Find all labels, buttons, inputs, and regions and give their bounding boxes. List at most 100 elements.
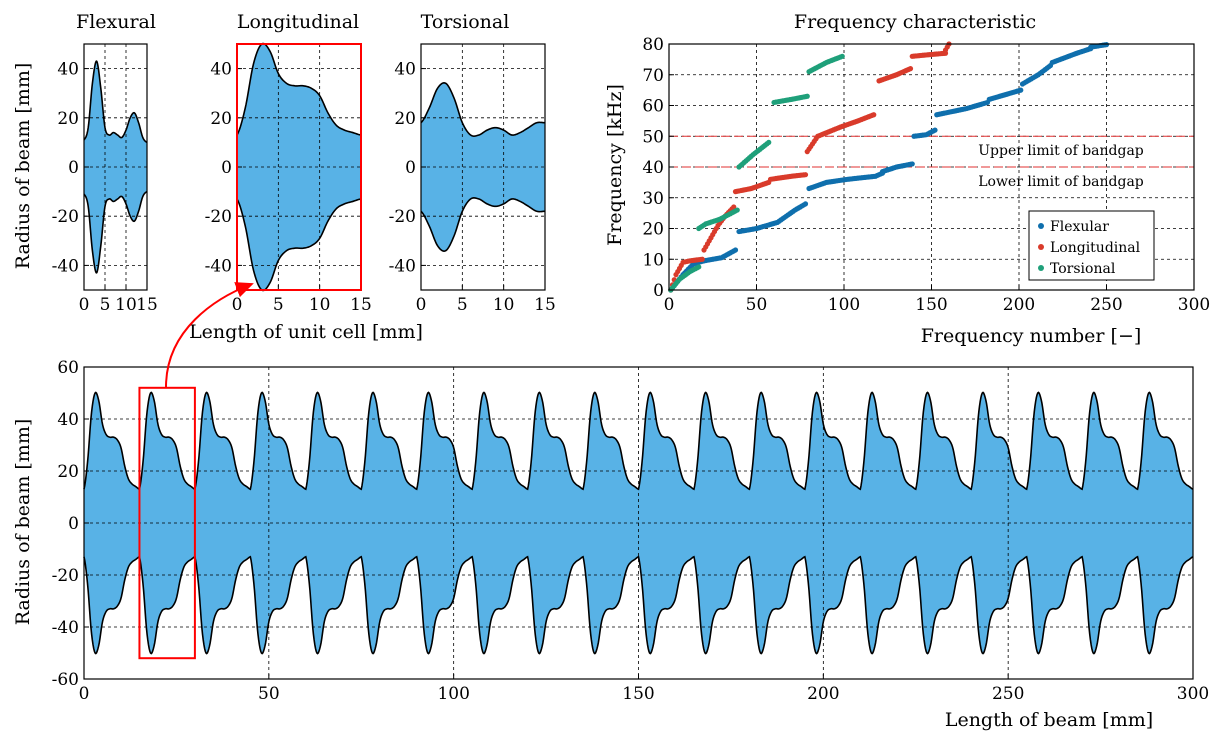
torsional-ytick-label-2: 0 — [405, 158, 416, 178]
beam-ytick-label-5: 40 — [57, 410, 79, 430]
point-longitudinal — [731, 204, 737, 210]
point-torsional — [734, 207, 740, 213]
torsional-frame — [420, 43, 546, 291]
point-flexular — [1103, 42, 1110, 48]
frequency-xtick-label-4: 200 — [1003, 295, 1035, 315]
callout-arrow — [165, 282, 254, 388]
series-flexular — [668, 42, 1110, 293]
torsional-ytick-label-3: 20 — [394, 109, 416, 129]
flexural-axes — [84, 44, 147, 290]
torsional-xtick-label-3: 15 — [534, 295, 556, 315]
flexural-xtick-label-0: 0 — [79, 295, 90, 315]
legend-label-longitudinal: Longitudinal — [1050, 240, 1141, 256]
legend-marker-longitudinal — [1038, 244, 1044, 250]
longitudinal-ytick-label-2: 0 — [221, 158, 232, 178]
point-flexular — [909, 161, 915, 167]
unit-cell-y-label: Radius of beam [mm] — [12, 63, 34, 270]
beam-xtick-label-6: 300 — [1177, 684, 1209, 704]
beam-y-label: Radius of beam [mm] — [12, 419, 34, 626]
flexural-ytick-label-3: 20 — [57, 109, 79, 129]
point-longitudinal — [907, 66, 914, 72]
longitudinal-ytick-label-3: 20 — [210, 109, 232, 129]
legend-marker-flexular — [1038, 223, 1044, 229]
torsional-ytick-label-4: 40 — [394, 60, 416, 80]
beam-ytick-label-0: -60 — [52, 670, 79, 690]
torsional-title: Torsional — [421, 11, 510, 33]
flexural-xtick-label-1: 5 — [100, 295, 111, 315]
legend-label-torsional: Torsional — [1050, 261, 1116, 277]
frequency-ytick-label-6: 60 — [642, 97, 664, 117]
point-torsional — [839, 53, 845, 59]
frequency-ytick-label-4: 40 — [642, 158, 664, 178]
beam-lower-curve — [83, 555, 1194, 655]
beam-x-label: Length of beam [mm] — [945, 709, 1153, 731]
legend-box — [1028, 210, 1155, 281]
frequency-ytick-label-1: 10 — [642, 250, 664, 270]
point-flexular — [932, 127, 938, 133]
frequency-ytick-label-5: 50 — [642, 127, 664, 147]
point-longitudinal — [871, 112, 877, 118]
beam-xtick-label-4: 200 — [807, 684, 839, 704]
beam-ytick-label-2: -20 — [52, 566, 79, 586]
frequency-ytick-label-2: 20 — [642, 220, 664, 240]
point-flexular — [1018, 87, 1024, 93]
torsional-xtick-label-2: 10 — [493, 295, 515, 315]
legend-marker-torsional — [1038, 265, 1044, 271]
longitudinal-ytick-label-1: -20 — [205, 207, 232, 227]
torsional-lower-curve — [420, 197, 546, 252]
point-longitudinal — [802, 172, 809, 178]
frequency-frame — [668, 43, 1195, 291]
longitudinal-ytick-label-4: 40 — [210, 60, 232, 80]
point-longitudinal — [699, 256, 705, 262]
torsional-xtick-label-1: 5 — [457, 295, 468, 315]
frequency-xtick-label-0: 0 — [664, 295, 675, 315]
flexural-upper-curve — [83, 60, 148, 144]
frequency-ytick-label-8: 80 — [642, 35, 664, 55]
longitudinal-xtick-label-0: 0 — [232, 295, 243, 315]
frequency-xtick-label-1: 50 — [746, 295, 768, 315]
longitudinal-upper-curve — [236, 42, 362, 136]
frequency-ytick-label-0: 0 — [653, 281, 664, 301]
frequency-xtick-label-3: 150 — [915, 295, 947, 315]
beam-axes — [84, 367, 1193, 679]
beam-xtick-label-2: 100 — [437, 684, 469, 704]
frequency-title: Frequency characteristic — [794, 11, 1036, 33]
torsional-ytick-label-1: -20 — [389, 207, 416, 227]
frequency-xtick-label-2: 100 — [828, 295, 860, 315]
unit-cell-x-label: Length of unit cell [mm] — [189, 321, 423, 343]
legend-label-flexular: Flexular — [1050, 219, 1109, 235]
beam-xtick-label-1: 50 — [258, 684, 280, 704]
longitudinal-title: Longitudinal — [237, 11, 359, 33]
frequency-ytick-label-7: 70 — [642, 66, 664, 86]
longitudinal-ytick-label-0: -40 — [205, 256, 232, 276]
longitudinal-xtick-label-1: 5 — [273, 295, 284, 315]
point-flexular — [732, 247, 739, 253]
frequency-legend: Flexular Longitudinal Torsional — [1028, 210, 1155, 281]
frequency-ytick-label-3: 30 — [642, 189, 664, 209]
flexural-ytick-label-2: 0 — [68, 158, 79, 178]
longitudinal-highlight-frame — [236, 43, 362, 291]
longitudinal-axes — [237, 44, 361, 290]
beam-upper-curve — [83, 391, 1194, 491]
frequency-xtick-label-6: 300 — [1178, 295, 1210, 315]
point-torsional — [766, 139, 772, 145]
frequency-x-label: Frequency number [−] — [921, 325, 1142, 347]
beam-unit-cell-highlight — [138, 386, 196, 660]
flexural-frame — [83, 43, 148, 291]
flexural-lower-curve — [83, 190, 148, 274]
point-flexular — [802, 201, 809, 207]
point-torsional — [696, 264, 702, 270]
frequency-xtick-label-5: 250 — [1090, 295, 1122, 315]
flexural-ytick-label-4: 40 — [57, 60, 79, 80]
longitudinal-lower-curve — [236, 198, 362, 292]
beam-ytick-label-4: 20 — [57, 462, 79, 482]
upper-bandgap-label: Upper limit of bandgap — [978, 143, 1144, 159]
beam-ytick-label-3: 0 — [68, 514, 79, 534]
beam-ytick-label-6: 60 — [57, 358, 79, 378]
lower-bandgap-label: Lower limit of bandgap — [978, 174, 1144, 190]
beam-xtick-label-5: 250 — [992, 684, 1024, 704]
frequency-y-label: Frequency [kHz] — [604, 84, 626, 246]
torsional-xtick-label-0: 0 — [416, 295, 427, 315]
flexural-title: Flexural — [76, 11, 156, 33]
